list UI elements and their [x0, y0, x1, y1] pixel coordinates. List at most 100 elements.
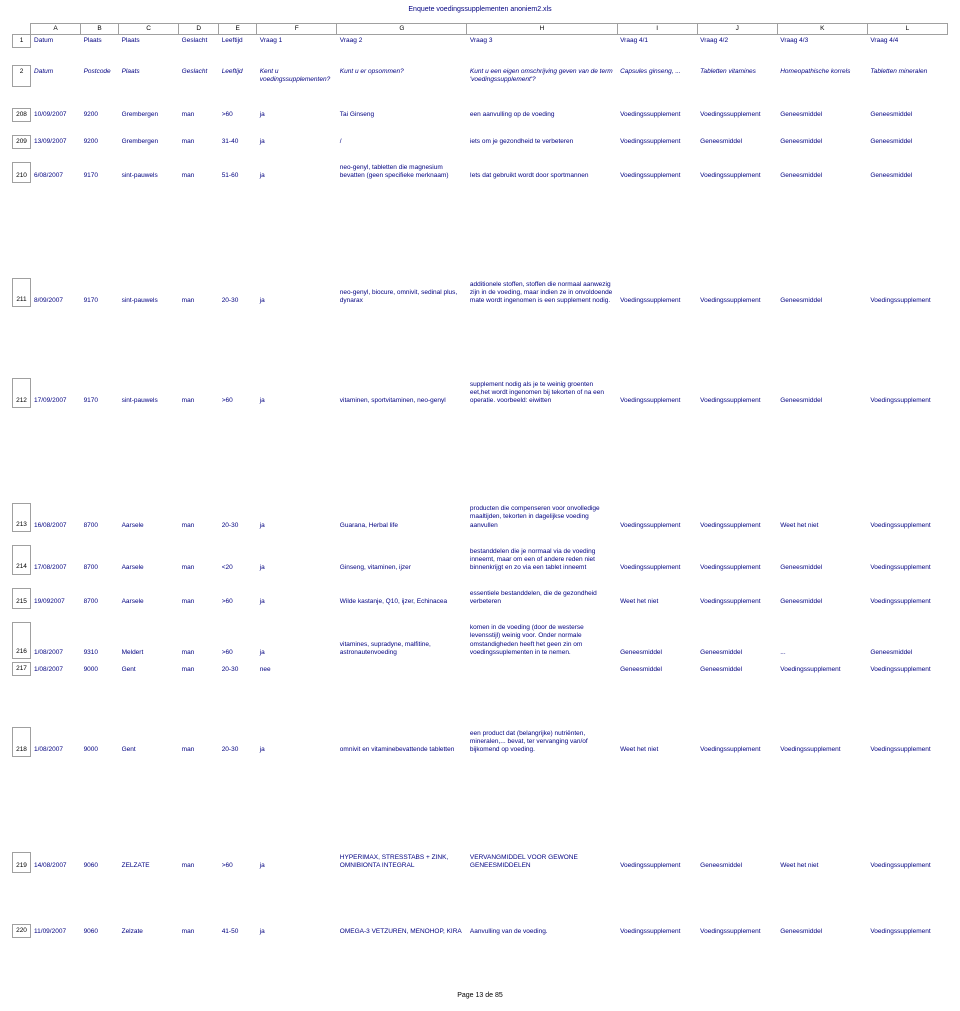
cell: Voedingssupplement: [617, 135, 697, 148]
header-cell: Plaats: [119, 66, 179, 86]
cell: Voedingssupplement: [697, 162, 777, 182]
cell: ZELZATE: [119, 852, 179, 872]
header-cell: Vraag 4/2: [697, 35, 777, 48]
cell: Geneesmiddel: [777, 108, 867, 121]
header-cell: Vraag 2: [337, 35, 467, 48]
cell: Weet het niet: [777, 503, 867, 531]
cell: man: [179, 279, 219, 307]
column-letter: D: [179, 24, 219, 35]
header-cell: Vraag 3: [467, 35, 617, 48]
cell: 1/08/2007: [31, 622, 81, 659]
row-number: 219: [13, 852, 31, 872]
column-letter-row: ABCDEFGHIJKL: [13, 24, 948, 35]
cell: een product dat (belangrijke) nutriënten…: [467, 728, 617, 756]
cell: 9200: [81, 135, 119, 148]
cell: 14/08/2007: [31, 852, 81, 872]
header-cell: Datum: [31, 66, 81, 86]
header-cell: Vraag 4/3: [777, 35, 867, 48]
cell: 9170: [81, 162, 119, 182]
cell: ja: [257, 852, 337, 872]
cell: man: [179, 622, 219, 659]
cell: Voedingssupplement: [617, 925, 697, 938]
cell: 8700: [81, 503, 119, 531]
cell: <20: [219, 546, 257, 574]
cell: additionele stoffen, stoffen die normaal…: [467, 279, 617, 307]
column-letter: K: [777, 24, 867, 35]
page-footer: Page 13 de 85: [12, 992, 948, 999]
column-letter: E: [219, 24, 257, 35]
cell: 20-30: [219, 663, 257, 676]
cell: >60: [219, 588, 257, 608]
cell: Gent: [119, 728, 179, 756]
table-row: 21316/08/20078700Aarseleman20-30jaGuaran…: [13, 503, 948, 531]
cell: ja: [257, 379, 337, 407]
cell: Weet het niet: [617, 588, 697, 608]
cell: ja: [257, 728, 337, 756]
cell: Voedingssupplement: [867, 503, 947, 531]
header-cell: Leeftijd: [219, 35, 257, 48]
cell: Iets dat gebruikt wordt door sportmannen: [467, 162, 617, 182]
cell: Voedingssupplement: [697, 588, 777, 608]
row-number: 209: [13, 135, 31, 148]
cell: ...: [777, 622, 867, 659]
column-letter: A: [31, 24, 81, 35]
cell: Voedingssupplement: [867, 925, 947, 938]
cell: >60: [219, 852, 257, 872]
cell: iets om je gezondheid te verbeteren: [467, 135, 617, 148]
column-letter: F: [257, 24, 337, 35]
cell: ja: [257, 546, 337, 574]
cell: 9170: [81, 279, 119, 307]
cell: /: [337, 135, 467, 148]
cell: ja: [257, 588, 337, 608]
cell: 1/08/2007: [31, 663, 81, 676]
header-cell: Plaats: [81, 35, 119, 48]
cell: Voedingssupplement: [617, 108, 697, 121]
column-letter: I: [617, 24, 697, 35]
cell: Geneesmiddel: [867, 108, 947, 121]
cell: 19/092007: [31, 588, 81, 608]
cell: Geneesmiddel: [697, 622, 777, 659]
column-letter: B: [81, 24, 119, 35]
cell: 8700: [81, 546, 119, 574]
cell: Voedingssupplement: [617, 503, 697, 531]
cell: Voedingssupplement: [867, 663, 947, 676]
table-row: 21519/0920078700Aarseleman>60jaWilde kas…: [13, 588, 948, 608]
table-row: 2118/09/20079170sint-pauwelsman20-30jane…: [13, 279, 948, 307]
cell: ja: [257, 162, 337, 182]
cell: Geneesmiddel: [777, 135, 867, 148]
cell: 6/08/2007: [31, 162, 81, 182]
row-number: 218: [13, 728, 31, 756]
row-number: 210: [13, 162, 31, 182]
column-letter: H: [467, 24, 617, 35]
header-cell: Leeftijd: [219, 66, 257, 86]
cell: sint-pauwels: [119, 279, 179, 307]
cell: Geneesmiddel: [867, 622, 947, 659]
header-cell: Tabletten mineralen: [867, 66, 947, 86]
row-number: 213: [13, 503, 31, 531]
cell: ja: [257, 622, 337, 659]
table-row: 21217/09/20079170sint-pauwelsman>60javit…: [13, 379, 948, 407]
cell: 11/09/2007: [31, 925, 81, 938]
cell: Voedingssupplement: [697, 379, 777, 407]
cell: Voedingssupplement: [617, 162, 697, 182]
cell: Geneesmiddel: [867, 162, 947, 182]
cell: Grembergen: [119, 108, 179, 121]
cell: Ginseng, vitaminen, ijzer: [337, 546, 467, 574]
row-number: 217: [13, 663, 31, 676]
cell: >60: [219, 108, 257, 121]
header-row-1: 1DatumPlaatsPlaatsGeslachtLeeftijdVraag …: [13, 35, 948, 48]
cell: omnivit en vitaminebevattende tabletten: [337, 728, 467, 756]
cell: 10/09/2007: [31, 108, 81, 121]
cell: sint-pauwels: [119, 379, 179, 407]
cell: neo-genyl, tabletten die magnesium bevat…: [337, 162, 467, 182]
cell: ja: [257, 503, 337, 531]
cell: Geneesmiddel: [777, 546, 867, 574]
header-cell: Vraag 1: [257, 35, 337, 48]
cell: 17/09/2007: [31, 379, 81, 407]
cell: 9200: [81, 108, 119, 121]
cell: Weet het niet: [617, 728, 697, 756]
cell: Voedingssupplement: [867, 546, 947, 574]
cell: man: [179, 588, 219, 608]
column-letter: G: [337, 24, 467, 35]
header-row-2: 2DatumPostcodePlaatsGeslachtLeeftijdKent…: [13, 66, 948, 86]
